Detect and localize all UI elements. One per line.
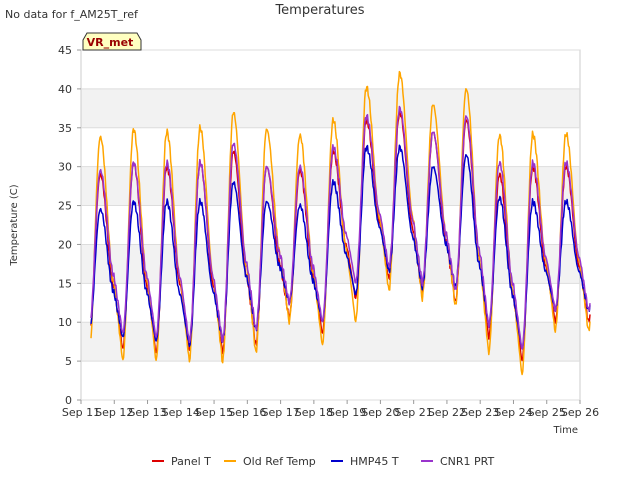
plot-band bbox=[81, 50, 580, 89]
x-tick-label: Sep 19 bbox=[328, 406, 366, 419]
x-tick-label: Sep 17 bbox=[261, 406, 299, 419]
legend-label: Panel T bbox=[171, 455, 211, 468]
y-tick-label: 40 bbox=[58, 83, 72, 96]
y-tick-label: 15 bbox=[58, 277, 72, 290]
y-tick-label: 20 bbox=[58, 238, 72, 251]
x-tick-label: Sep 18 bbox=[295, 406, 333, 419]
legend-label: CNR1 PRT bbox=[440, 455, 495, 468]
vr-met-badge: VR_met bbox=[82, 32, 142, 51]
x-tick-label: Sep 12 bbox=[95, 406, 133, 419]
vr-met-badge-label: VR_met bbox=[87, 36, 134, 49]
plot-band bbox=[81, 322, 580, 362]
plot-band bbox=[81, 88, 580, 128]
y-tick-label: 0 bbox=[65, 394, 72, 407]
series-line-hmp45-t bbox=[90, 144, 591, 350]
no-data-note: No data for f_AM25T_ref bbox=[5, 8, 139, 21]
x-tick-label: Sep 11 bbox=[62, 406, 100, 419]
x-tick-label: Sep 25 bbox=[528, 406, 566, 419]
x-tick-label: Sep 20 bbox=[361, 406, 399, 419]
plot-band bbox=[81, 283, 580, 323]
plot-band bbox=[81, 244, 580, 284]
x-tick-label: Sep 14 bbox=[162, 406, 200, 419]
x-tick-label: Sep 22 bbox=[428, 406, 466, 419]
x-tick-label: Sep 26 bbox=[561, 406, 599, 419]
series-lines bbox=[90, 70, 591, 376]
y-tick-label: 25 bbox=[58, 200, 72, 213]
y-tick-label: 45 bbox=[58, 44, 72, 57]
y-tick-label: 35 bbox=[58, 122, 72, 135]
y-axis-label: Temperature (C) bbox=[9, 184, 20, 266]
x-tick-label: Sep 23 bbox=[461, 406, 499, 419]
x-axis-label: Time bbox=[553, 425, 578, 436]
x-tick-label: Sep 13 bbox=[128, 406, 166, 419]
x-tick-label: Sep 24 bbox=[494, 406, 532, 419]
x-tick-label: Sep 16 bbox=[228, 406, 266, 419]
x-tick-label: Sep 21 bbox=[395, 406, 433, 419]
legend-label: HMP45 T bbox=[350, 455, 399, 468]
chart-title: Temperatures bbox=[274, 3, 364, 18]
y-axis: 0 5 10 15 20 25 30 35 40 45 bbox=[58, 44, 81, 407]
y-tick-label: 30 bbox=[58, 161, 72, 174]
y-tick-label: 10 bbox=[58, 316, 72, 329]
legend-label: Old Ref Temp bbox=[243, 455, 316, 468]
series-line-cnr1-prt bbox=[90, 105, 591, 350]
legend: Panel T Old Ref Temp HMP45 T CNR1 PRT bbox=[152, 455, 495, 468]
y-tick-label: 5 bbox=[65, 355, 72, 368]
x-tick-label: Sep 15 bbox=[195, 406, 233, 419]
plot-band bbox=[81, 361, 580, 400]
